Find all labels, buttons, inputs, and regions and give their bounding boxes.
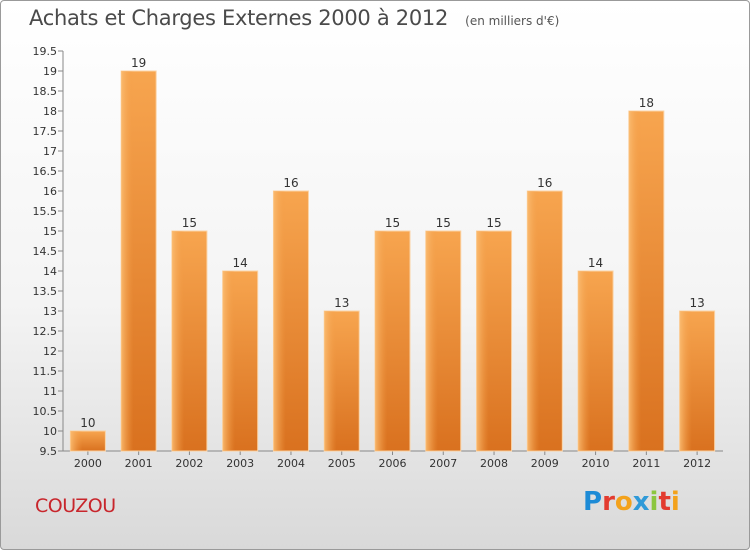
chart-subtitle: (en milliers d'€) [465, 14, 560, 28]
x-tick-label: 2012 [683, 457, 711, 470]
logo-letter: t [658, 487, 671, 517]
bar-highlight [324, 311, 360, 451]
logo-letter: i [649, 487, 659, 517]
x-tick-label: 2002 [175, 457, 203, 470]
x-tick-label: 2010 [582, 457, 610, 470]
data-label-2011: 18 [639, 96, 654, 110]
data-label-2010: 14 [588, 256, 603, 270]
y-tick-label: 15 [43, 225, 57, 238]
x-tick-label: 2005 [328, 457, 356, 470]
y-tick-label: 15.5 [33, 205, 58, 218]
y-tick-label: 13.5 [33, 285, 58, 298]
bar-highlight [628, 111, 664, 451]
chart-title: Achats et Charges Externes 2000 à 2012 [29, 6, 449, 30]
x-tick-label: 2007 [429, 457, 457, 470]
x-tick-label: 2009 [531, 457, 559, 470]
y-tick-label: 12.5 [33, 325, 58, 338]
logo-letter: x [632, 487, 650, 517]
logo-letter: r [602, 487, 615, 517]
x-tick-label: 2006 [379, 457, 407, 470]
bar-highlight [527, 191, 563, 451]
x-tick-label: 2011 [632, 457, 660, 470]
y-tick-label: 17 [43, 145, 57, 158]
data-label-2009: 16 [537, 176, 552, 190]
y-tick-label: 9.5 [40, 445, 58, 458]
data-label-2005: 13 [334, 296, 349, 310]
y-tick-label: 17.5 [33, 125, 58, 138]
data-label-2002: 15 [182, 216, 197, 230]
y-tick-label: 10 [43, 425, 57, 438]
data-label-2008: 15 [486, 216, 501, 230]
chart-title-row: Achats et Charges Externes 2000 à 2012 (… [29, 6, 559, 30]
commune-name: COUZOU [35, 495, 116, 517]
logo-letter: i [670, 487, 680, 517]
bar-highlight [222, 271, 258, 451]
x-tick-label: 2008 [480, 457, 508, 470]
bar-highlight [476, 231, 512, 451]
bar-highlight [70, 431, 106, 451]
y-tick-label: 11 [43, 385, 57, 398]
data-label-2004: 16 [283, 176, 298, 190]
chart-bars [69, 70, 716, 452]
bar-highlight [273, 191, 309, 451]
y-tick-label: 19.5 [33, 45, 58, 58]
data-label-2006: 15 [385, 216, 400, 230]
y-tick-label: 11.5 [33, 365, 58, 378]
y-tick-label: 16.5 [33, 165, 58, 178]
y-tick-label: 16 [43, 185, 57, 198]
data-label-2007: 15 [436, 216, 451, 230]
y-tick-label: 18 [43, 105, 57, 118]
logo-letter: P [583, 487, 603, 517]
proxiti-logo: Proxiti [583, 487, 680, 517]
y-tick-label: 10.5 [33, 405, 58, 418]
data-label-2000: 10 [80, 416, 95, 430]
x-tick-label: 2003 [226, 457, 254, 470]
data-label-2001: 19 [131, 56, 146, 70]
x-tick-label: 2004 [277, 457, 305, 470]
y-tick-label: 14 [43, 265, 57, 278]
bar-highlight [171, 231, 207, 451]
y-tick-label: 12 [43, 345, 57, 358]
bar-highlight [679, 311, 715, 451]
y-tick-label: 19 [43, 65, 57, 78]
x-tick-label: 2001 [125, 457, 153, 470]
logo-letter: o [614, 487, 633, 517]
x-tick-label: 2000 [74, 457, 102, 470]
data-label-2012: 13 [689, 296, 704, 310]
chart-labels: 9.5 10 10.5 11 11.5 12 12.5 13 13.5 14 14.5 15 15.5 1… [33, 45, 712, 470]
bar-highlight [121, 71, 157, 451]
bar-highlight [425, 231, 461, 451]
y-tick-label: 14.5 [33, 245, 58, 258]
y-tick-label: 13 [43, 305, 57, 318]
bar-highlight [375, 231, 410, 451]
y-tick-label: 18.5 [33, 85, 58, 98]
data-label-2003: 14 [233, 256, 248, 270]
bar-highlight [578, 271, 614, 451]
